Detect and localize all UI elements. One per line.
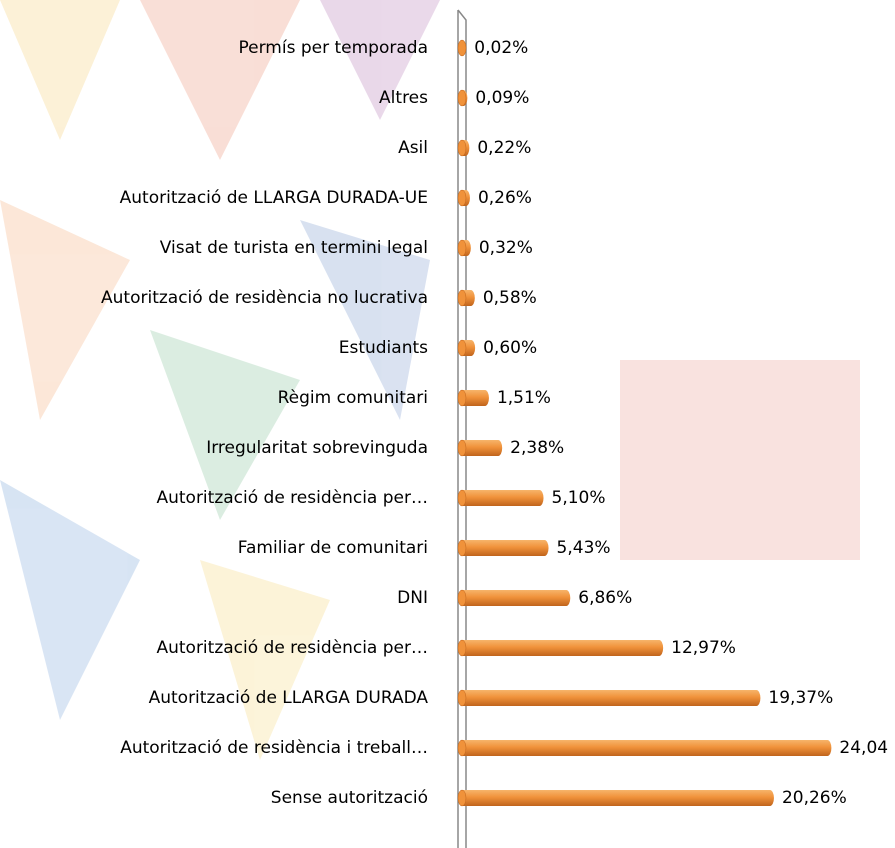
category-label: Permís per temporada — [239, 38, 428, 58]
axis-line — [458, 10, 466, 848]
bar-cap — [458, 590, 466, 606]
bar — [458, 490, 544, 506]
value-label: 20,26% — [782, 788, 847, 808]
bar-cap — [458, 640, 466, 656]
category-label: Estudiants — [339, 338, 428, 358]
bar-body — [458, 490, 544, 506]
bar — [458, 190, 470, 206]
bar-cap — [458, 490, 466, 506]
category-label: Irregularitat sobrevinguda — [206, 438, 428, 458]
bar-cap — [458, 340, 466, 356]
bar — [458, 40, 466, 56]
bar-cap — [458, 540, 466, 556]
category-label: Autorització de residència i treball… — [120, 738, 428, 758]
value-label: 5,10% — [552, 488, 606, 508]
bar-cap — [458, 740, 466, 756]
bar-cap — [458, 290, 466, 306]
bar-body — [458, 590, 570, 606]
category-label: Autorització de residència per… — [156, 638, 428, 658]
category-label: Sense autorització — [271, 788, 428, 808]
value-label: 0,09% — [475, 88, 529, 108]
value-label: 6,86% — [578, 588, 632, 608]
value-label: 0,32% — [479, 238, 533, 258]
category-label: Autorització de residència no lucrativa — [101, 288, 428, 308]
category-label: Asil — [398, 138, 428, 158]
bar — [458, 790, 774, 806]
bar — [458, 440, 502, 456]
bar — [458, 390, 489, 406]
bar-cap — [458, 190, 466, 206]
bar-body — [458, 640, 663, 656]
bar-body — [458, 540, 549, 556]
bar-cap — [458, 440, 466, 456]
bar-cap — [458, 90, 466, 106]
value-label: 5,43% — [557, 538, 611, 558]
category-label: Autorització de LLARGA DURADA — [149, 688, 429, 708]
bar — [458, 740, 831, 756]
bar — [458, 140, 469, 156]
bar-cap — [458, 790, 466, 806]
value-label: 19,37% — [768, 688, 833, 708]
value-label: 0,60% — [483, 338, 537, 358]
category-label: Autorització de LLARGA DURADA-UE — [120, 188, 428, 208]
bar-body — [458, 740, 831, 756]
bar-cap — [458, 240, 466, 256]
bar — [458, 590, 570, 606]
bar — [458, 690, 760, 706]
bar — [458, 540, 549, 556]
bar-cap — [458, 40, 466, 56]
bar — [458, 640, 663, 656]
value-label: 0,58% — [483, 288, 537, 308]
value-label: 12,97% — [671, 638, 736, 658]
value-label: 0,22% — [477, 138, 531, 158]
bar — [458, 240, 471, 256]
value-label: 0,26% — [478, 188, 532, 208]
bar-cap — [458, 390, 466, 406]
bar-body — [458, 690, 760, 706]
value-label: 1,51% — [497, 388, 551, 408]
value-label: 0,02% — [474, 38, 528, 58]
bar — [458, 90, 467, 106]
category-label: Autorització de residència per… — [156, 488, 428, 508]
bar-body — [458, 790, 774, 806]
bar — [458, 290, 475, 306]
value-label: 24,04 — [839, 738, 888, 758]
category-label: Règim comunitari — [278, 388, 428, 408]
category-label: DNI — [397, 588, 428, 608]
category-label: Visat de turista en termini legal — [160, 238, 428, 258]
bar-cap — [458, 690, 466, 706]
value-label: 2,38% — [510, 438, 564, 458]
category-label: Altres — [379, 88, 428, 108]
bar-cap — [458, 140, 466, 156]
bar — [458, 340, 475, 356]
chart: Permís per temporada 0,02% Altres 0,09% Asil… — [0, 0, 895, 848]
category-label: Familiar de comunitari — [238, 538, 428, 558]
